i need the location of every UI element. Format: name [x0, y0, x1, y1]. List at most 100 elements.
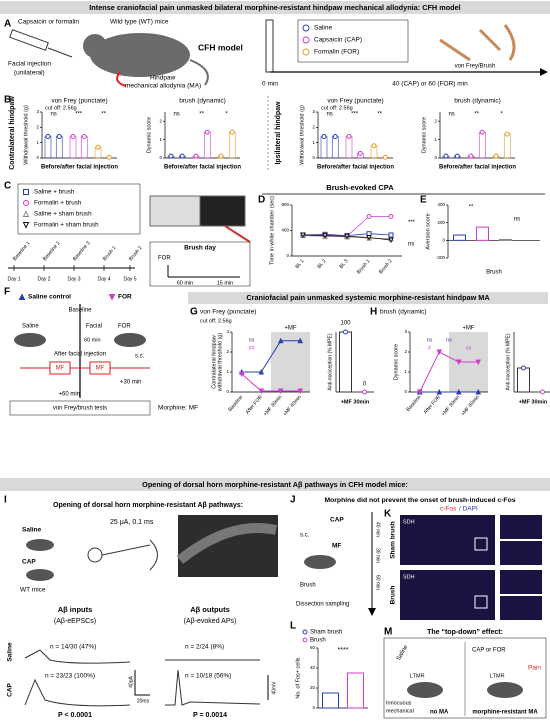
label: MF — [332, 543, 341, 550]
label: 0 min — [262, 81, 278, 88]
axis-label: Contralateral hindpaw — [211, 335, 217, 389]
label: MF — [96, 366, 105, 372]
label: 60 min — [375, 575, 381, 590]
mouse — [487, 682, 523, 698]
data-point — [258, 388, 265, 395]
label: Wild type (WT) mice — [110, 19, 169, 26]
chart-title: von Frey (punctate) — [51, 98, 107, 105]
label: Facial injection — [8, 61, 51, 68]
panel-letter: C — [4, 181, 11, 192]
x-tick-label: BL 1 — [294, 258, 305, 270]
data-point — [218, 153, 224, 159]
brush-day-box — [149, 241, 251, 287]
inset-marker — [474, 595, 488, 609]
label: WT mice — [20, 587, 46, 594]
data-point — [443, 153, 449, 159]
label: Brush — [390, 586, 397, 605]
chart-title: von Frey (punctate) — [200, 309, 256, 316]
trace — [165, 669, 261, 706]
data-point — [388, 237, 394, 244]
panel-letter: H — [370, 307, 377, 318]
label: Morphine: MF — [158, 405, 198, 412]
inset — [500, 596, 542, 620]
panel-letter: K — [384, 509, 392, 520]
data-point — [238, 371, 245, 378]
label: Ipsilateral hindpaw — [275, 101, 282, 165]
data-point — [193, 153, 199, 159]
apparatus-white — [149, 195, 201, 227]
arrow — [116, 71, 127, 87]
significance: ns — [326, 112, 332, 118]
data-point — [436, 388, 443, 395]
axis-label: Before/after facial injection — [164, 165, 241, 171]
label: c-Fos — [440, 506, 457, 513]
value-label: 0 — [363, 382, 367, 388]
label: +60 min — [58, 392, 80, 398]
label: Brush — [300, 583, 316, 589]
legend-label: Brush — [310, 638, 326, 644]
label: Hindpaw — [150, 75, 176, 82]
mouse — [304, 555, 336, 569]
axis-label: Brush — [486, 270, 502, 276]
significance: *** — [408, 220, 416, 226]
panel-letter: B — [4, 95, 11, 106]
syringe — [9, 29, 73, 58]
label: Day 5 — [123, 276, 136, 282]
y-tick-label: 1 — [404, 369, 407, 374]
data-point — [179, 153, 185, 159]
significance: ns — [50, 112, 56, 118]
y-tick-label: 0 — [312, 155, 315, 160]
label: Aβ outputs — [190, 605, 230, 614]
label: 40 (CAP) or 60 (FOR) min — [392, 81, 468, 88]
y-tick-label: 3 — [36, 109, 39, 114]
y-tick-label: 3 — [312, 109, 315, 114]
panel-box — [383, 637, 547, 719]
significance: ns — [173, 112, 179, 118]
line — [419, 351, 479, 393]
micrograph — [400, 570, 495, 620]
data-point — [258, 368, 265, 375]
data-point — [23, 200, 29, 206]
panel-letter: M — [384, 627, 392, 638]
data-point — [493, 153, 499, 159]
data-point — [322, 233, 328, 239]
y-tick-label: 1 — [312, 140, 315, 145]
legend-label: Formalin + brush — [34, 200, 82, 207]
label: Dissection sampling — [296, 602, 349, 608]
data-point — [479, 129, 485, 135]
bar — [347, 672, 364, 709]
legend-marker — [302, 637, 308, 643]
data-point — [371, 143, 377, 149]
data-point — [22, 210, 30, 217]
mouse — [90, 33, 190, 77]
data-point — [277, 337, 284, 344]
label: cut off: 2.56g — [45, 105, 77, 111]
data-point — [475, 359, 482, 366]
y-tick-label: 1 — [434, 137, 437, 142]
label: / DAPI — [459, 506, 478, 513]
apparatus-black — [199, 195, 246, 227]
label: LTMR — [490, 673, 505, 679]
axis-label: Before/after facial injection — [41, 165, 118, 171]
label: CFH model — [198, 42, 243, 52]
significance: *** — [351, 112, 359, 118]
legend-label: Formalin (FOR) — [314, 49, 359, 56]
label: cut off: 2.56g — [200, 318, 232, 324]
y-tick-label: 2 — [226, 349, 229, 354]
label: Contralateral hindpaw — [9, 96, 16, 170]
label: von Frey/Brush — [455, 64, 496, 70]
label: LTMR — [410, 673, 425, 679]
significance: ## — [248, 345, 255, 351]
y-tick-label: 800 — [281, 202, 289, 207]
significance: * — [225, 112, 228, 118]
data-point — [362, 389, 367, 395]
data-point — [56, 134, 62, 140]
panel-letter: I — [4, 495, 7, 506]
data-point — [95, 144, 101, 150]
label: Day 2 — [37, 276, 50, 282]
label: 60 min — [177, 280, 194, 286]
arrowhead — [368, 608, 376, 616]
label: 40 min — [375, 522, 381, 537]
axis-label: Dynamic score — [421, 117, 427, 153]
mouse — [26, 539, 54, 551]
